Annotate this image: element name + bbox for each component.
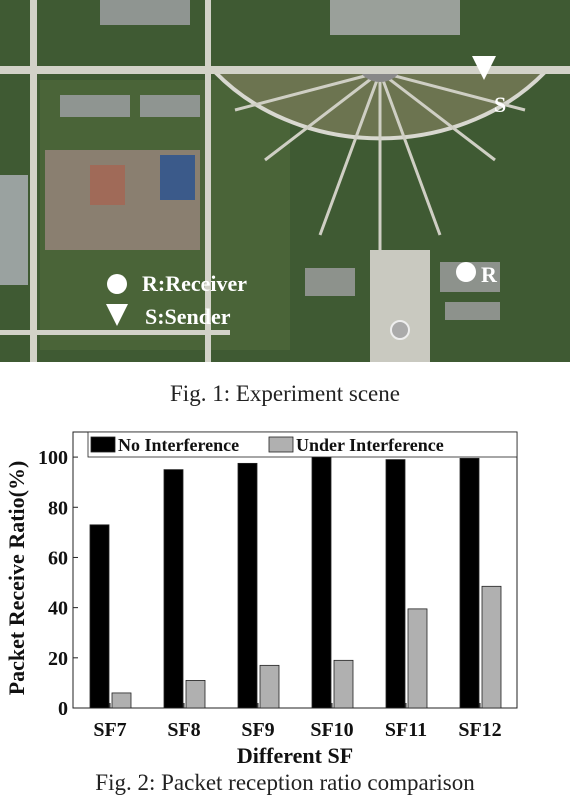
y-tick-label: 40 (48, 598, 68, 620)
y-tick-label: 100 (38, 447, 68, 469)
legend-label: No Interference (118, 435, 239, 455)
x-axis-label: Different SF (237, 743, 353, 768)
r-marker-label: R (481, 262, 498, 287)
bar (459, 457, 480, 709)
y-tick-label: 60 (48, 547, 68, 569)
aerial-image: R:Receiver S:Sender S R (0, 0, 570, 362)
figure-caption: Fig. 1: Experiment scene (170, 381, 400, 406)
bar (333, 659, 354, 709)
x-tick-label: SF11 (385, 719, 427, 741)
sender-label: S:Sender (145, 304, 231, 329)
bar (111, 692, 132, 709)
y-tick-label: 0 (58, 698, 68, 720)
bar (407, 608, 428, 709)
legend-label: Under Interference (296, 435, 444, 455)
bar (89, 524, 110, 709)
x-tick-label: SF12 (458, 719, 501, 741)
x-tick-label: SF9 (241, 719, 274, 741)
x-tick-label: SF7 (93, 719, 126, 741)
x-tick-label: SF8 (167, 719, 200, 741)
bar (311, 456, 332, 709)
bar (237, 462, 258, 709)
x-tick-label: SF10 (310, 719, 353, 741)
legend-swatch (90, 436, 116, 453)
plot-frame (72, 431, 518, 709)
chart-caption: Fig. 2: Packet reception ratio compariso… (95, 770, 475, 795)
bar (163, 469, 184, 709)
s-marker-label: S (494, 92, 506, 117)
legend-box (87, 431, 518, 458)
bar (185, 680, 206, 709)
bar (385, 459, 406, 709)
y-tick-label: 80 (48, 497, 68, 519)
receiver-label: R:Receiver (142, 271, 247, 296)
legend-swatch (268, 436, 294, 453)
y-tick-label: 20 (48, 648, 68, 670)
y-axis-label: Packet Receive Ratio(%) (4, 461, 29, 696)
bar (481, 585, 502, 709)
bar (259, 664, 280, 709)
